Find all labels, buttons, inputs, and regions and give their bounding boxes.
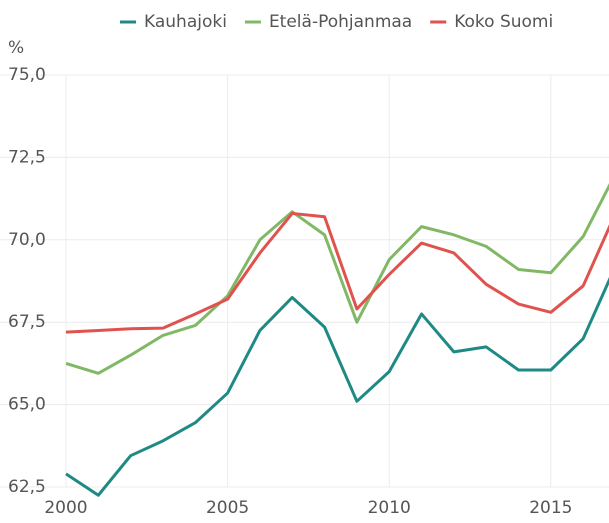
y-tick-label: 67,5	[8, 312, 46, 332]
x-tick-label: 2015	[529, 498, 572, 518]
series-line	[65, 211, 609, 334]
series-line	[65, 276, 609, 497]
plot-area	[0, 74, 609, 497]
series-line	[65, 183, 609, 375]
x-tick-label: 2000	[44, 498, 87, 518]
y-axis-label: %	[8, 38, 24, 58]
y-tick-label: 62,5	[8, 477, 46, 497]
legend-label: Koko Suomi	[454, 12, 553, 32]
y-tick-label: 72,5	[8, 147, 46, 167]
y-tick-label: 70,0	[8, 230, 46, 250]
legend-label: Kauhajoki	[144, 12, 227, 32]
legend-label: Etelä-Pohjanmaa	[269, 12, 412, 32]
y-tick-label: 65,0	[8, 395, 46, 415]
x-tick-label: 2005	[206, 498, 249, 518]
x-tick-label: 2010	[368, 498, 411, 518]
y-tick-label: 75,0	[8, 65, 46, 85]
